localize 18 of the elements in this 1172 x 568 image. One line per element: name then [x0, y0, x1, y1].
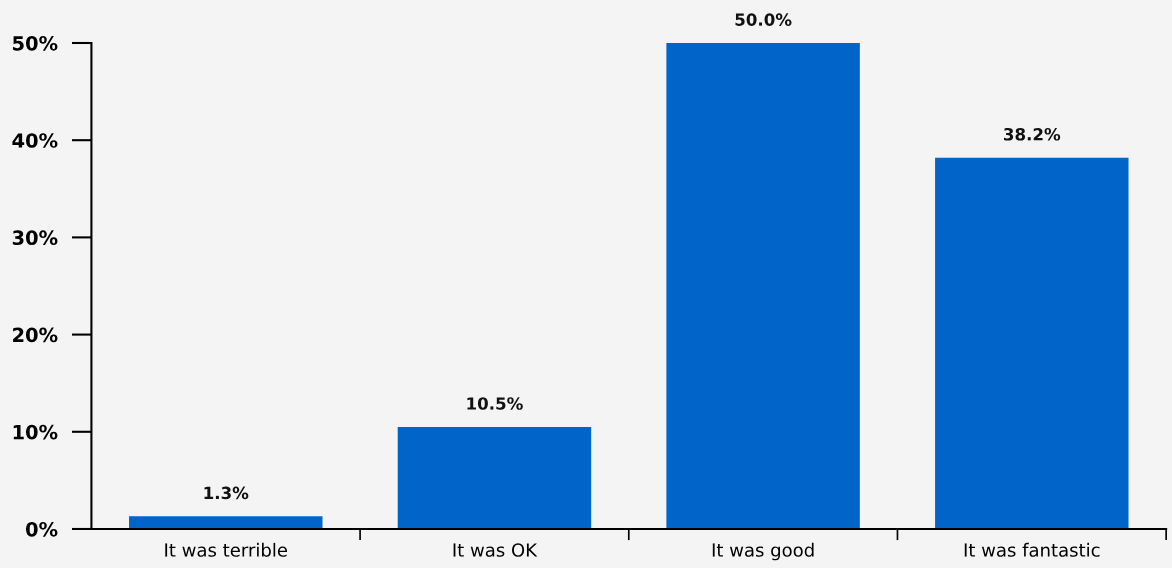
bar: [397, 426, 592, 529]
data-label: 1.3%: [204, 486, 249, 500]
y-tick-label: 20%: [13, 327, 58, 343]
y-tick-label: 10%: [13, 424, 58, 440]
x-tick-label: It was fantastic: [964, 542, 1100, 557]
data-label: 38.2%: [1004, 127, 1061, 141]
bar: [129, 516, 323, 529]
y-tick-label: 30%: [12, 230, 58, 246]
y-tick-label: 0%: [26, 521, 58, 537]
y-tick-label: 50%: [13, 35, 58, 51]
data-label: 50.0%: [735, 13, 792, 26]
x-tick-label: It was good: [712, 542, 814, 561]
x-tick-label: It was terrible: [165, 542, 288, 557]
data-label: 10.5%: [467, 397, 523, 410]
bar: [666, 43, 860, 529]
y-tick-label: 40%: [12, 133, 58, 148]
bar: [935, 157, 1129, 529]
x-tick-label: It was OK: [453, 543, 538, 557]
